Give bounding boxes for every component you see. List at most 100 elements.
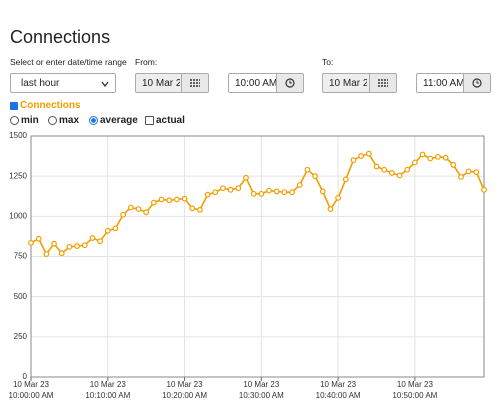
- to-label: To:: [322, 57, 334, 67]
- to-time-value: 11:00 AM: [423, 78, 465, 89]
- data-point: [235, 185, 242, 192]
- option-min[interactable]: min: [10, 115, 39, 126]
- data-point: [427, 155, 434, 162]
- option-actual[interactable]: actual: [145, 115, 185, 126]
- option-label: actual: [156, 115, 185, 126]
- data-point: [350, 157, 357, 164]
- from-date-value: 10 Mar 23: [142, 78, 180, 89]
- option-average[interactable]: average: [89, 115, 138, 126]
- range-select[interactable]: last hour: [10, 73, 116, 93]
- page-title: Connections: [10, 27, 111, 47]
- data-point: [181, 195, 188, 202]
- radio: [48, 116, 57, 125]
- data-point: [381, 166, 388, 173]
- data-point: [43, 251, 50, 257]
- checkbox: [145, 116, 154, 125]
- range-value: last hour: [21, 78, 60, 89]
- data-point: [481, 186, 487, 193]
- radio: [10, 116, 19, 125]
- range-label: Select or enter date/time range: [10, 57, 127, 67]
- x-tick-time: 10:10:00 AM: [85, 391, 130, 400]
- data-point: [365, 150, 372, 157]
- data-point: [411, 159, 418, 166]
- data-point: [281, 189, 288, 196]
- x-tick-time: 10:30:00 AM: [239, 391, 284, 400]
- data-point: [135, 206, 142, 213]
- data-point: [66, 243, 73, 250]
- from-time-value: 10:00 AM: [235, 78, 278, 89]
- data-point: [197, 207, 203, 213]
- x-tick-time: 10:00:00 AM: [9, 391, 54, 400]
- data-point: [442, 154, 449, 161]
- x-tick-date: 10 Mar 23: [90, 380, 127, 389]
- from-label: From:: [135, 57, 158, 67]
- data-point: [89, 235, 96, 241]
- x-tick-date: 10 Mar 23: [243, 380, 280, 389]
- data-point: [166, 197, 173, 204]
- option-label: max: [59, 115, 80, 126]
- data-point: [266, 187, 272, 194]
- data-point: [143, 209, 150, 216]
- data-point: [335, 194, 342, 201]
- data-point: [58, 250, 65, 257]
- to-date[interactable]: 10 Mar 23: [322, 73, 397, 93]
- x-tick-date: 10 Mar 23: [13, 380, 50, 389]
- series-toggle[interactable]: Connections: [10, 100, 81, 111]
- y-tick-label: 1000: [9, 211, 27, 220]
- data-point: [388, 170, 395, 176]
- calendar-button[interactable]: [369, 74, 396, 92]
- x-tick-date: 10 Mar 23: [397, 380, 434, 389]
- data-point: [258, 190, 265, 197]
- y-tick-label: 1250: [9, 171, 27, 180]
- data-point: [150, 199, 157, 206]
- data-point: [81, 242, 88, 249]
- from-date[interactable]: 10 Mar 23: [135, 73, 209, 93]
- x-tick-time: 10:40:00 AM: [316, 391, 361, 400]
- data-point: [312, 173, 318, 180]
- data-point: [358, 153, 365, 159]
- to-time[interactable]: 11:00 AM: [416, 73, 491, 93]
- clock-icon: [285, 78, 295, 88]
- y-tick-label: 500: [14, 292, 28, 301]
- data-point: [435, 153, 441, 160]
- data-point: [458, 174, 464, 180]
- radio-checked: [89, 116, 98, 125]
- clock-button[interactable]: [276, 74, 303, 92]
- data-point: [319, 188, 326, 195]
- data-point: [396, 172, 403, 179]
- plot-frame: [30, 135, 485, 378]
- from-time[interactable]: 10:00 AM: [228, 73, 304, 93]
- data-point: [327, 206, 334, 213]
- option-max[interactable]: max: [48, 115, 79, 126]
- data-point: [189, 205, 196, 212]
- data-point: [289, 189, 295, 196]
- data-point: [450, 162, 457, 168]
- calendar-icon: [190, 79, 200, 87]
- data-point: [465, 168, 472, 175]
- clock-button[interactable]: [463, 74, 490, 92]
- data-point: [404, 166, 411, 173]
- data-point: [373, 163, 380, 170]
- y-tick-label: 250: [14, 332, 28, 341]
- clock-icon: [472, 78, 482, 88]
- checkbox-checked: [10, 101, 18, 110]
- option-label: min: [21, 115, 39, 126]
- calendar-icon: [378, 79, 388, 87]
- data-point: [227, 186, 234, 193]
- y-tick-label: 0: [23, 372, 28, 381]
- data-point: [250, 190, 257, 197]
- data-point: [112, 225, 119, 232]
- calendar-button[interactable]: [181, 74, 208, 92]
- to-date-value: 10 Mar 23: [329, 78, 367, 89]
- data-point: [204, 191, 211, 198]
- data-point: [304, 166, 311, 173]
- data-point: [173, 196, 180, 203]
- y-tick-label: 1500: [9, 131, 27, 140]
- x-tick-time: 10:20:00 AM: [162, 391, 207, 400]
- data-point: [473, 169, 480, 176]
- y-tick-label: 750: [14, 252, 28, 261]
- data-point: [127, 204, 134, 211]
- data-point: [74, 243, 80, 249]
- data-point: [28, 239, 34, 246]
